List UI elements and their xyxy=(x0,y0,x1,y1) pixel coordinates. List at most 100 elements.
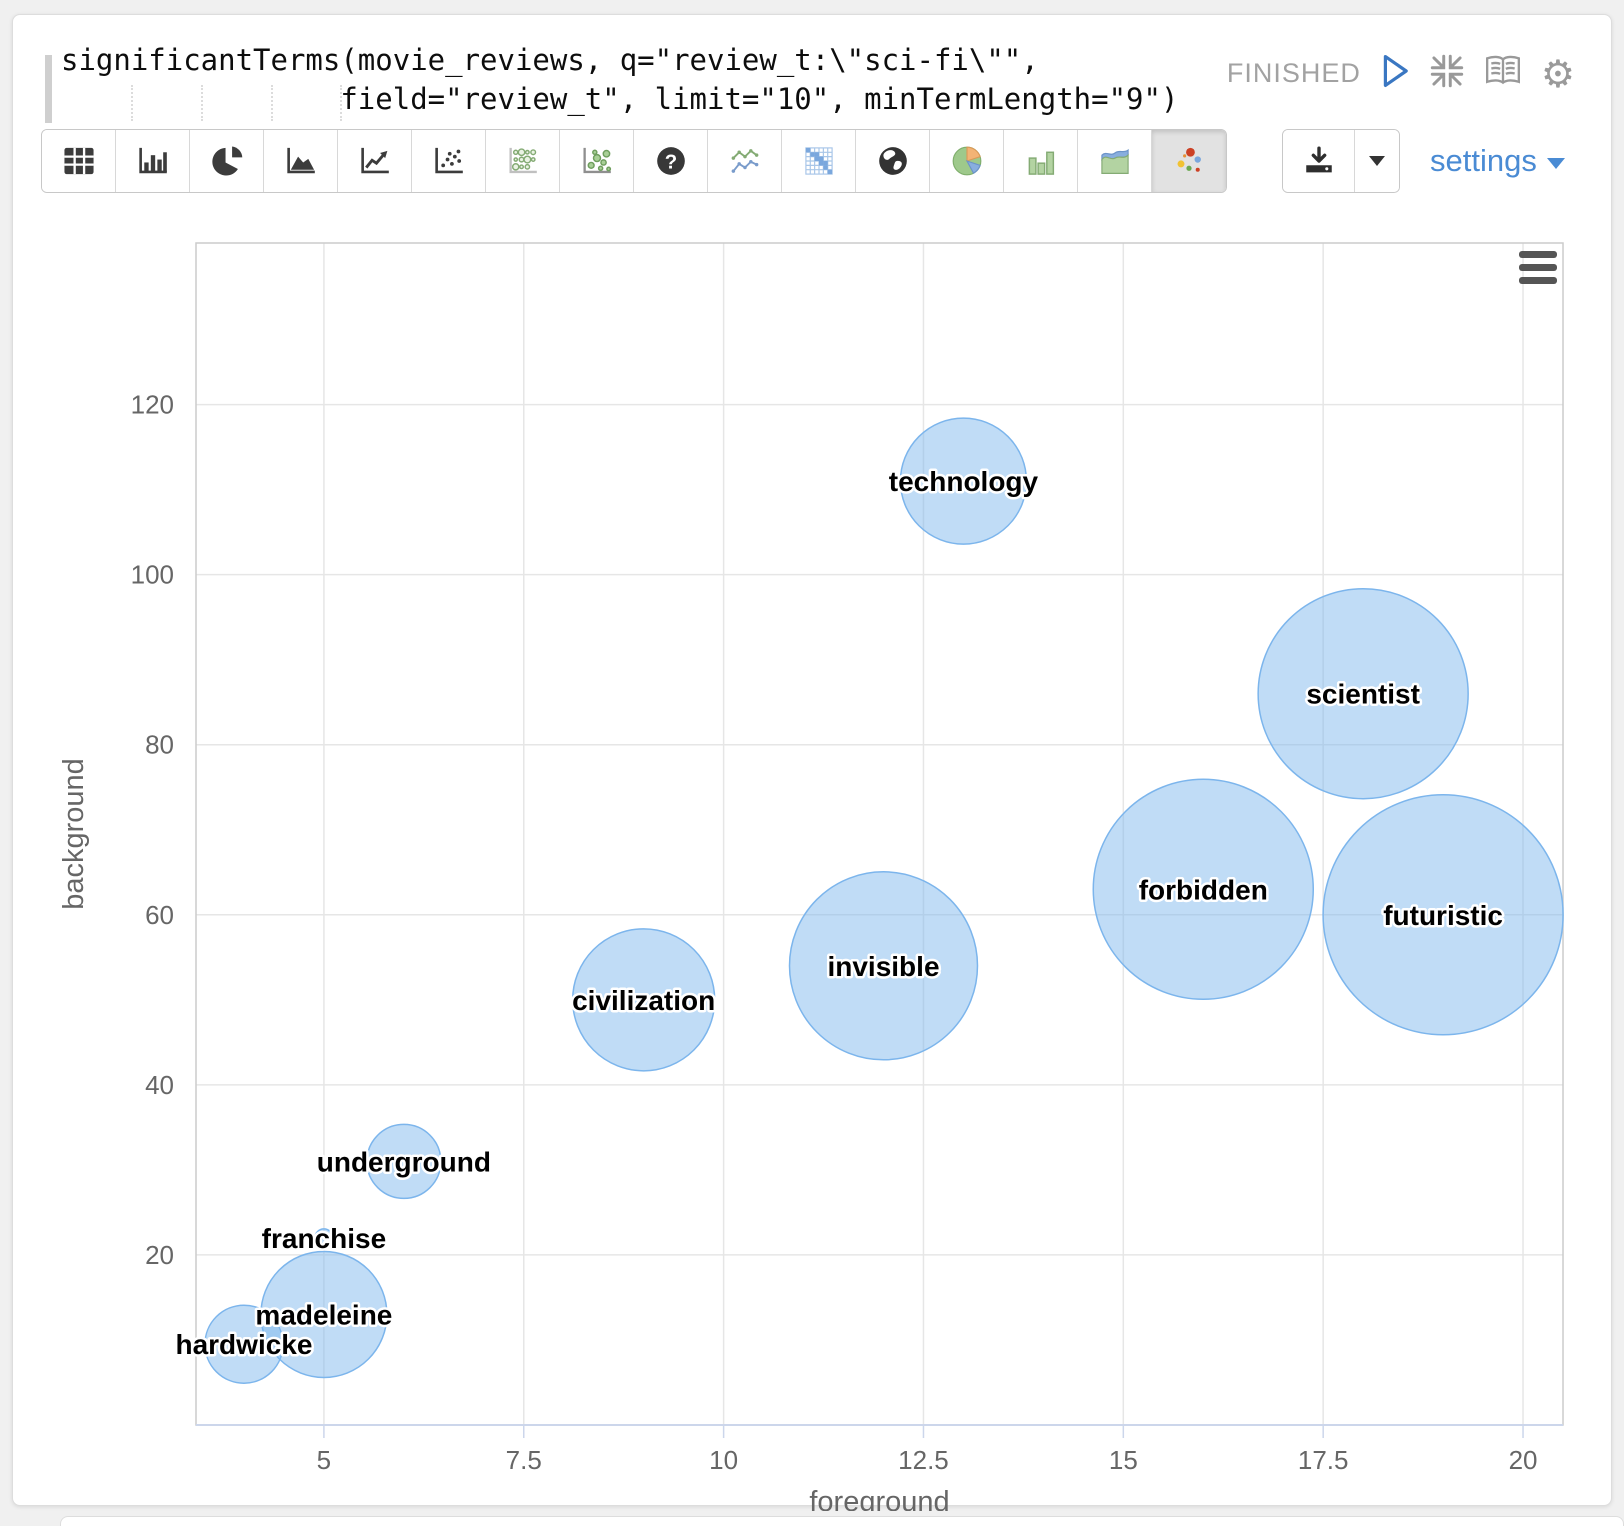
x-axis-title: foreground xyxy=(809,1486,949,1511)
y-tick-label: 20 xyxy=(145,1240,174,1270)
code-line-1[interactable]: significantTerms(movie_reviews, q="revie… xyxy=(61,43,1039,77)
y-tick-label: 60 xyxy=(145,900,174,930)
code-line-2[interactable]: field="review_t", limit="10", minTermLen… xyxy=(61,82,1179,116)
y-tick-label: 100 xyxy=(131,560,174,590)
map-button[interactable] xyxy=(856,130,930,192)
map-globe-icon xyxy=(878,147,907,175)
x-tick-label: 10 xyxy=(709,1445,738,1475)
svg-text:?: ? xyxy=(664,151,676,173)
y-tick-label: 80 xyxy=(145,730,174,760)
heatmap-button[interactable] xyxy=(782,130,856,192)
chart-area: 5 7.5 10 12.5 15 17.5 20 20 40 60 80 100 120 technolo… xyxy=(21,199,1605,1511)
bubble-grid-icon xyxy=(508,147,537,174)
pie-chart-color-icon xyxy=(952,146,981,176)
collapse-icon[interactable] xyxy=(1429,53,1465,94)
indent-guide xyxy=(271,85,273,121)
multi-line-chart-icon xyxy=(731,149,758,173)
bubble-label-hardwicke: hardwicke xyxy=(175,1329,312,1360)
y-tick-label: 120 xyxy=(131,390,174,420)
indent-guide xyxy=(340,85,342,121)
x-tick-label: 12.5 xyxy=(898,1445,949,1475)
column-chart-color-icon xyxy=(1028,151,1054,175)
multi-line-chart-button[interactable] xyxy=(708,130,782,192)
hamburger-icon xyxy=(1519,251,1557,258)
help-button[interactable]: ? xyxy=(634,130,708,192)
download-options-button[interactable] xyxy=(1355,130,1399,192)
pie-chart-color-button[interactable] xyxy=(930,130,1004,192)
chart-type-group: ? xyxy=(41,129,1227,193)
bubble-hardwicke[interactable] xyxy=(204,1304,284,1384)
area-chart-color-icon xyxy=(1100,148,1129,174)
bubble-grid-button[interactable] xyxy=(486,130,560,192)
bar-chart-button[interactable] xyxy=(116,130,190,192)
bubble-civilization[interactable] xyxy=(571,928,716,1072)
bubble-scatter-icon xyxy=(582,147,611,174)
bubble-label-underground: underground xyxy=(317,1146,491,1177)
bubble-label-technology: technology xyxy=(889,466,1039,497)
bubble-label-forbidden: forbidden xyxy=(1139,874,1268,905)
bubble-chart-color-icon xyxy=(1177,147,1201,172)
status-badge: FINISHED xyxy=(1226,58,1361,88)
paragraph-controls: FINISHED ⚙ xyxy=(1227,53,1575,94)
hamburger-icon xyxy=(1519,277,1557,284)
x-tick-label: 5 xyxy=(317,1445,331,1475)
chevron-down-icon xyxy=(1546,157,1565,169)
bubble-invisible[interactable] xyxy=(788,871,979,1061)
column-chart-color-button[interactable] xyxy=(1004,130,1078,192)
x-tick-label: 15 xyxy=(1109,1445,1138,1475)
bar-chart-icon xyxy=(138,147,167,174)
bubble-chart: 5 7.5 10 12.5 15 17.5 20 20 40 60 80 100 120 technolo… xyxy=(58,242,1564,1511)
bubble-underground[interactable] xyxy=(366,1123,442,1200)
line-chart-icon xyxy=(360,147,389,174)
area-chart-icon xyxy=(286,147,315,174)
download-button[interactable] xyxy=(1283,130,1355,192)
next-paragraph-edge xyxy=(60,1516,1624,1526)
run-icon[interactable] xyxy=(1379,53,1411,94)
x-tick-label: 7.5 xyxy=(506,1445,542,1475)
settings-link[interactable]: settings xyxy=(1430,143,1565,179)
heatmap-icon xyxy=(804,147,833,175)
line-chart-button[interactable] xyxy=(338,130,412,192)
area-chart-button[interactable] xyxy=(264,130,338,192)
bubble-scientist[interactable] xyxy=(1257,587,1469,800)
book-icon[interactable] xyxy=(1483,53,1523,94)
bubble-forbidden[interactable] xyxy=(1092,778,1315,1001)
bubble-futuristic[interactable] xyxy=(1322,794,1564,1036)
chart-context-menu-button[interactable] xyxy=(1519,251,1559,290)
hamburger-icon xyxy=(1519,264,1557,271)
area-chart-color-button[interactable] xyxy=(1078,130,1152,192)
x-tick-label: 20 xyxy=(1509,1445,1538,1475)
scatter-plot-icon xyxy=(434,147,463,174)
display-toolbar: ? xyxy=(41,129,1591,193)
x-tick-label: 17.5 xyxy=(1298,1445,1349,1475)
download-icon xyxy=(1305,146,1332,173)
paragraph-card: significantTerms(movie_reviews, q="revie… xyxy=(12,14,1612,1511)
scatter-plot-button[interactable] xyxy=(412,130,486,192)
bubble-scatter-button[interactable] xyxy=(560,130,634,192)
pie-chart-button[interactable] xyxy=(190,130,264,192)
chevron-down-icon xyxy=(1369,156,1385,166)
editor-scroll-indicator xyxy=(45,55,52,123)
bubble-label-franchise: franchise xyxy=(262,1223,387,1254)
settings-label: settings xyxy=(1430,143,1537,178)
table-icon xyxy=(63,147,94,175)
download-group xyxy=(1282,129,1400,193)
gear-icon[interactable]: ⚙ xyxy=(1540,51,1575,96)
indent-guide xyxy=(201,85,203,121)
y-tick-label: 40 xyxy=(145,1070,174,1100)
pie-chart-icon xyxy=(211,146,242,176)
bubble-label-invisible: invisible xyxy=(827,951,939,982)
bubble-label-madeleine: madeleine xyxy=(255,1299,392,1330)
y-axis-title: background xyxy=(58,758,90,910)
indent-guide xyxy=(131,85,133,121)
bubble-technology[interactable] xyxy=(899,417,1028,545)
bubble-franchise[interactable] xyxy=(314,1228,334,1248)
code-editor[interactable]: significantTerms(movie_reviews, q="revie… xyxy=(61,41,1178,119)
bubble-label-futuristic: futuristic xyxy=(1383,900,1503,931)
bubble-chart-color-button[interactable] xyxy=(1152,130,1226,192)
bubble-madeleine[interactable] xyxy=(260,1250,388,1379)
help-icon: ? xyxy=(656,147,685,175)
table-button[interactable] xyxy=(42,130,116,192)
bubble-label-civilization: civilization xyxy=(572,985,715,1016)
bubble-label-scientist: scientist xyxy=(1306,679,1420,710)
